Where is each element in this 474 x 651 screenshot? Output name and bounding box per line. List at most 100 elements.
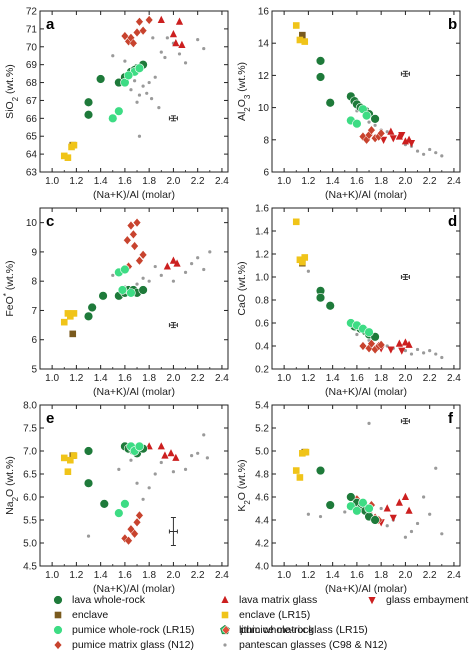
point-pantescan [137, 134, 142, 138]
error-bar [400, 274, 410, 280]
point-pantescan [196, 256, 200, 260]
point-pantescan [141, 276, 145, 280]
y-tick-label: 14 [258, 39, 270, 50]
x-tick-label: 1.0 [277, 373, 291, 384]
x-axis-label: (Na+K)/Al (molar) [325, 189, 407, 201]
point-pantescan [147, 486, 151, 490]
y-tick-label: 4.8 [255, 470, 269, 481]
point-pumice_wr [361, 110, 372, 121]
plot-frame [271, 404, 461, 567]
x-tick-label: 1.4 [326, 373, 340, 384]
point-glass_emb [389, 514, 397, 522]
point-lava_wr [325, 500, 335, 510]
y-tick-label: 4.4 [255, 516, 269, 527]
axis-label: Al2O3 (wt.%) [236, 62, 252, 121]
y-tick-label: 4.0 [255, 562, 269, 573]
y-tick-label: 5.4 [255, 401, 269, 412]
x-axis-label: (Na+K)/Al (molar) [325, 583, 407, 595]
point-pantescan [422, 351, 426, 355]
series-pumice_wr [346, 318, 374, 337]
y-tick-label: 0.2 [255, 365, 269, 376]
point-pantescan [151, 36, 155, 40]
x-tick-label: 2.2 [423, 373, 437, 384]
point-enclave_lr15 [70, 310, 78, 317]
x-tick-label: 2.4 [215, 373, 229, 384]
y-tick-label: 0.8 [255, 296, 269, 307]
point-pantescan [159, 273, 163, 277]
point-pantescan [415, 149, 420, 153]
panel-letter: a [46, 16, 55, 33]
point-lava_glass [395, 498, 403, 506]
series-pumice_n12 [123, 217, 148, 272]
point-pumice_wr [114, 106, 124, 116]
point-lava_wr [325, 301, 335, 311]
point-pantescan [343, 510, 347, 514]
y-tick-label: 10 [258, 103, 270, 114]
point-lava_wr [83, 110, 94, 120]
x-tick-label: 1.0 [277, 570, 291, 581]
point-enclave_lr15 [292, 22, 300, 29]
point-pantescan [171, 279, 176, 283]
legend-item: enclave (LR15) [221, 609, 310, 621]
error-bar [168, 115, 178, 122]
legend-item: enclave [54, 609, 108, 621]
series-pumice_wr [346, 104, 372, 129]
point-pumice_n12 [377, 128, 386, 139]
point-lava_glass [172, 453, 180, 461]
point-pumice_n12 [135, 510, 144, 521]
y-tick-label: 67 [26, 96, 38, 107]
point-pumice_n12 [130, 529, 139, 539]
y-tick-label: 5.0 [23, 539, 37, 550]
series-enclave_lr15 [60, 141, 78, 161]
point-enclave_lr15 [292, 218, 300, 226]
series-enclave_lr15 [292, 22, 309, 45]
point-enclave_lr15 [60, 454, 68, 462]
point-pantescan [177, 52, 182, 56]
plot-frame [39, 10, 229, 173]
error-bar [168, 322, 178, 329]
series-pumice_n12 [358, 125, 386, 145]
point-lava_wr [95, 74, 106, 84]
point-glass_emb [407, 140, 416, 148]
point-pumice_n12 [129, 38, 138, 48]
point-pantescan [415, 521, 420, 526]
point-lava_wr [315, 465, 326, 476]
legend-label: lithic whole-rock [239, 624, 314, 636]
point-pantescan [202, 267, 206, 272]
legend-label: lava whole-rock [72, 594, 146, 606]
y-tick-label: 1.2 [255, 250, 269, 261]
point-pantescan [135, 481, 139, 485]
point-pumice_wr [134, 441, 145, 452]
point-pumice_wr [108, 113, 118, 124]
panel-f: 1.0 1.2 1.4 1.6 1.8 2.0 2.2 2.4 4.0 4.2 4.4 4.6 4.8 5… [236, 401, 461, 596]
legend-marker-pumice_n12 [53, 640, 63, 650]
point-enclave_lr15 [64, 468, 72, 475]
point-lava_wr [315, 72, 326, 82]
x-tick-label: 1.4 [326, 570, 340, 581]
legend: lava whole-rock lava matrix glass glass em… [53, 594, 468, 651]
y-tick-label: 10 [26, 218, 38, 229]
point-pantescan [157, 106, 161, 110]
panel-a: 1.0 1.2 1.4 1.6 1.8 2.0 2.2 2.4 63 64 65 66 67 68 69 70… [4, 7, 229, 202]
point-pumice_n12 [138, 250, 148, 260]
point-pantescan [428, 147, 432, 152]
point-pumice_n12 [145, 15, 154, 25]
point-enclave_lr15 [292, 467, 300, 474]
point-pantescan [123, 59, 127, 63]
point-pantescan [145, 91, 149, 95]
legend-label: enclave [72, 609, 108, 621]
error-bar [400, 70, 410, 77]
y-tick-label: 6 [31, 335, 37, 346]
point-lava_wr [346, 492, 356, 502]
x-tick-label: 2.4 [215, 176, 229, 187]
y-tick-label: 7.0 [23, 447, 37, 458]
x-tick-label: 1.0 [45, 570, 59, 581]
x-axis-label: (Na+K)/Al (molar) [93, 386, 175, 398]
point-pumice_n12 [135, 16, 144, 27]
panel-letter: d [448, 213, 457, 230]
x-tick-label: 1.6 [118, 373, 132, 384]
point-pantescan [202, 46, 206, 51]
y-tick-label: 70 [26, 42, 38, 53]
panel-b: 1.0 1.2 1.4 1.6 1.8 2.0 2.2 2.4 6 8 10 12 14 16 (Na+K)… [236, 7, 461, 202]
series-pumice_wr [108, 63, 145, 124]
